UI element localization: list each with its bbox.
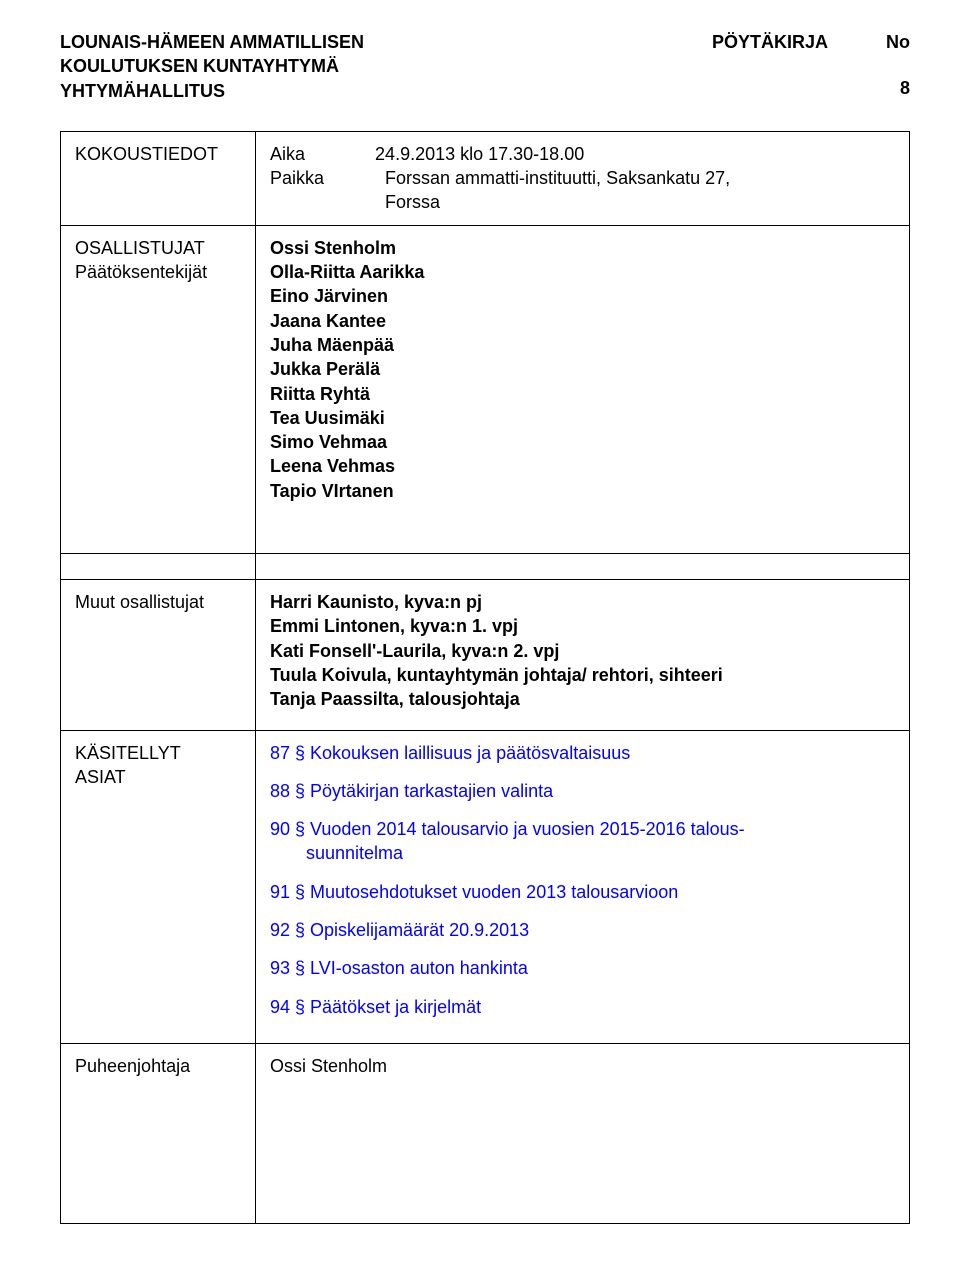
participant-name: Tapio VIrtanen (270, 479, 895, 503)
label-kokoustiedot: KOKOUSTIEDOT (61, 131, 256, 225)
content-osallistujat: Ossi StenholmOlla-Riitta AarikkaEino Jär… (256, 225, 910, 553)
agenda-item: 92 § Opiskelijamäärät 20.9.2013 (270, 918, 895, 942)
paikka-line: Paikka Forssan ammatti-instituutti, Saks… (270, 166, 895, 215)
participant-name: Simo Vehmaa (270, 430, 895, 454)
participant-name: Ossi Stenholm (270, 236, 895, 260)
participant-name: Olla-Riitta Aarikka (270, 260, 895, 284)
content-asiat: 87 § Kokouksen laillisuus ja päätösvalta… (256, 730, 910, 1043)
agenda-item: 87 § Kokouksen laillisuus ja päätösvalta… (270, 741, 895, 765)
label-asiat: KÄSITELLYT ASIAT (61, 730, 256, 1043)
agenda-item: 94 § Päätökset ja kirjelmät (270, 995, 895, 1019)
other-participant: Emmi Lintonen, kyva:n 1. vpj (270, 614, 895, 638)
label-osallistujat: OSALLISTUJAT Päätöksentekijät (61, 225, 256, 553)
agenda-item: 90 § Vuoden 2014 talousarvio ja vuosien … (270, 817, 895, 866)
paikka-label: Paikka (270, 166, 385, 215)
org-line: KOULUTUKSEN KUNTAYHTYMÄ (60, 54, 690, 78)
participant-name: Tea Uusimäki (270, 406, 895, 430)
no-value: 8 (850, 76, 910, 100)
other-participant: Tuula Koivula, kuntayhtymän johtaja/ reh… (270, 663, 895, 687)
content-muut: Harri Kaunisto, kyva:n pjEmmi Lintonen, … (256, 580, 910, 730)
participant-name: Riitta Ryhtä (270, 382, 895, 406)
participant-name: Eino Järvinen (270, 284, 895, 308)
minutes-table: KOKOUSTIEDOT Aika 24.9.2013 klo 17.30-18… (60, 131, 910, 1224)
other-participant: Tanja Paassilta, talousjohtaja (270, 687, 895, 711)
agenda-item: 93 § LVI-osaston auton hankinta (270, 956, 895, 980)
participant-name: Jukka Perälä (270, 357, 895, 381)
row-asiat: KÄSITELLYT ASIAT 87 § Kokouksen laillisu… (61, 730, 910, 1043)
participant-name: Jaana Kantee (270, 309, 895, 333)
agenda-item: 88 § Pöytäkirjan tarkastajien valinta (270, 779, 895, 803)
org-line: LOUNAIS-HÄMEEN AMMATILLISEN (60, 30, 690, 54)
participant-name: Juha Mäenpää (270, 333, 895, 357)
aika-label: Aika (270, 144, 305, 164)
content-kokoustiedot: Aika 24.9.2013 klo 17.30-18.00 Paikka Fo… (256, 131, 910, 225)
doc-type: PÖYTÄKIRJA (690, 30, 850, 103)
content-puheenjohtaja: Ossi Stenholm (256, 1043, 910, 1223)
row-muut: Muut osallistujat Harri Kaunisto, kyva:n… (61, 580, 910, 730)
aika-line: Aika 24.9.2013 klo 17.30-18.00 (270, 142, 895, 166)
org-line: YHTYMÄHALLITUS (60, 79, 690, 103)
spacer-row (61, 554, 910, 580)
org-block: LOUNAIS-HÄMEEN AMMATILLISEN KOULUTUKSEN … (60, 30, 690, 103)
label-muut: Muut osallistujat (61, 580, 256, 730)
paikka-value: Forssan ammatti-instituutti, Saksankatu … (385, 166, 730, 215)
row-kokoustiedot: KOKOUSTIEDOT Aika 24.9.2013 klo 17.30-18… (61, 131, 910, 225)
participant-name: Leena Vehmas (270, 454, 895, 478)
label-puheenjohtaja: Puheenjohtaja (61, 1043, 256, 1223)
no-label: No (850, 30, 910, 54)
aika-value: 24.9.2013 klo 17.30-18.00 (375, 144, 584, 164)
agenda-item: 91 § Muutosehdotukset vuoden 2013 talous… (270, 880, 895, 904)
doc-number-block: No 8 (850, 30, 910, 103)
other-participant: Kati Fonsell'-Laurila, kyva:n 2. vpj (270, 639, 895, 663)
document-header: LOUNAIS-HÄMEEN AMMATILLISEN KOULUTUKSEN … (60, 30, 910, 103)
other-participant: Harri Kaunisto, kyva:n pj (270, 590, 895, 614)
row-puheenjohtaja: Puheenjohtaja Ossi Stenholm (61, 1043, 910, 1223)
row-osallistujat: OSALLISTUJAT Päätöksentekijät Ossi Stenh… (61, 225, 910, 553)
